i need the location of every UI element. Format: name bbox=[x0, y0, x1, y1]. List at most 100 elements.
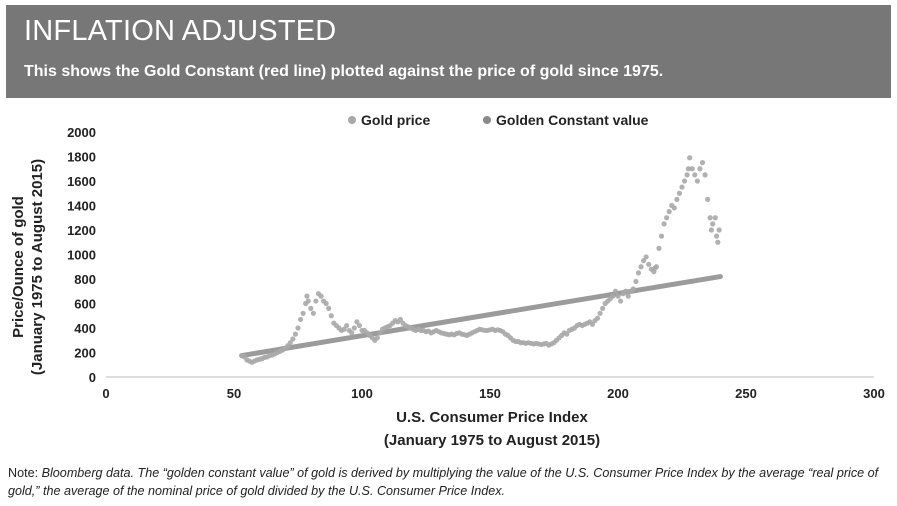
gold-price-point bbox=[687, 155, 693, 161]
gold-price-point bbox=[564, 331, 570, 337]
gold-price-point bbox=[712, 215, 718, 221]
gold-price-point bbox=[374, 335, 380, 341]
gold-price-point bbox=[666, 209, 672, 215]
gold-price-point bbox=[615, 293, 621, 299]
gold-price-point bbox=[679, 184, 685, 190]
x-tick-label: 300 bbox=[863, 386, 885, 401]
footnote-body: Bloomberg data. The “golden constant val… bbox=[8, 466, 879, 498]
gold-price-point bbox=[661, 221, 667, 227]
y-axis-title: Price/Ounce of gold bbox=[10, 196, 27, 338]
gold-price-point bbox=[658, 233, 665, 239]
gold-price-point bbox=[641, 258, 647, 264]
gold-price-point bbox=[685, 166, 692, 172]
gold-price-point bbox=[699, 160, 706, 166]
footnote: Note: Bloomberg data. The “golden consta… bbox=[8, 464, 890, 500]
gold-price-point bbox=[671, 205, 677, 211]
gold-price-point bbox=[635, 270, 642, 276]
gold-price-point bbox=[323, 300, 329, 307]
legend-label-gold-price: Gold price bbox=[361, 112, 430, 128]
x-axis-ticks: 0 50 100 150 200 250 300 bbox=[102, 386, 884, 401]
chart-subtitle: This shows the Gold Constant (red line) … bbox=[24, 63, 664, 80]
legend-swatch-gold-price bbox=[348, 116, 356, 124]
gold-price-point bbox=[643, 254, 649, 260]
gold-price-point bbox=[356, 322, 363, 329]
gold-price-point bbox=[304, 293, 310, 299]
gold-price-point bbox=[716, 227, 722, 233]
y-tick-label: 400 bbox=[74, 321, 96, 336]
gold-price-point bbox=[623, 288, 629, 294]
gold-price-point bbox=[708, 227, 715, 233]
gold-price-point bbox=[676, 190, 683, 196]
y-tick-label: 0 bbox=[89, 370, 96, 385]
y-axis-ticks: 0 200 400 600 800 1000 1200 1400 1600 1800 2000 bbox=[67, 125, 96, 385]
gold-price-point bbox=[354, 319, 360, 325]
x-tick-label: 100 bbox=[351, 386, 373, 401]
y-tick-label: 200 bbox=[74, 346, 96, 361]
gold-price-point bbox=[600, 305, 606, 311]
y-tick-label: 800 bbox=[74, 272, 96, 287]
x-tick-label: 250 bbox=[735, 386, 757, 401]
gold-price-point bbox=[653, 264, 660, 270]
gold-price-point bbox=[594, 315, 601, 321]
gold-price-point bbox=[715, 239, 721, 245]
gold-price-point bbox=[349, 330, 355, 336]
gold-price-point bbox=[638, 264, 644, 270]
footnote-label: Note: bbox=[8, 466, 39, 480]
gold-price-point bbox=[617, 298, 624, 304]
gold-price-point bbox=[625, 293, 631, 299]
x-tick-label: 200 bbox=[607, 386, 629, 401]
chart-title: INFLATION ADJUSTED bbox=[24, 15, 337, 47]
gold-price-point bbox=[326, 305, 332, 311]
gold-price-point bbox=[674, 196, 680, 202]
chart-header: INFLATION ADJUSTED This shows the Gold C… bbox=[6, 5, 891, 98]
gold-price-point bbox=[305, 298, 311, 304]
gold-price-point bbox=[633, 278, 639, 285]
gold-price-point bbox=[692, 172, 698, 178]
plot-area bbox=[239, 155, 723, 365]
gold-price-point bbox=[290, 336, 296, 342]
x-axis-title: U.S. Consumer Price Index bbox=[396, 409, 588, 426]
gold-price-point bbox=[710, 221, 716, 227]
gold-price-point bbox=[705, 196, 711, 202]
legend-swatch-golden-constant bbox=[483, 116, 491, 124]
gold-price-point bbox=[297, 316, 304, 323]
gold-price-point bbox=[694, 178, 700, 184]
legend: Gold price Golden Constant value bbox=[348, 112, 649, 128]
gold-price-point bbox=[664, 215, 670, 221]
gold-price-point bbox=[681, 178, 688, 184]
gold-price-point bbox=[684, 172, 690, 178]
x-tick-label: 50 bbox=[227, 386, 241, 401]
gold-price-point bbox=[344, 322, 350, 329]
y-tick-label: 1200 bbox=[67, 223, 96, 238]
gold-price-point bbox=[397, 316, 403, 323]
gold-price-point bbox=[612, 288, 619, 294]
gold-price-point bbox=[377, 330, 383, 336]
gold-price-point bbox=[707, 215, 713, 221]
gold-price-point bbox=[589, 321, 596, 327]
gold-price-point bbox=[318, 293, 324, 299]
gold-price-point bbox=[351, 325, 357, 331]
y-tick-label: 1800 bbox=[67, 150, 96, 165]
gold-price-point bbox=[630, 286, 636, 292]
gold-price-point bbox=[300, 310, 306, 316]
x-tick-label: 0 bbox=[102, 386, 109, 401]
gold-price-point bbox=[328, 313, 334, 319]
y-tick-label: 1600 bbox=[67, 174, 96, 189]
y-tick-label: 1000 bbox=[67, 248, 96, 263]
legend-label-golden-constant: Golden Constant value bbox=[496, 112, 649, 128]
y-tick-label: 2000 bbox=[67, 125, 96, 140]
y-axis-subtitle: (January 1975 to August 2015) bbox=[29, 159, 46, 375]
y-tick-label: 600 bbox=[74, 297, 96, 312]
x-tick-label: 150 bbox=[479, 386, 501, 401]
gold-price-point bbox=[689, 166, 695, 172]
gold-price-point bbox=[656, 245, 662, 251]
gold-price-point bbox=[713, 233, 720, 239]
gold-price-point bbox=[308, 305, 314, 311]
gold-price-point bbox=[310, 310, 316, 316]
gold-price-point bbox=[697, 166, 703, 172]
gold-price-point bbox=[702, 172, 708, 178]
x-axis-subtitle: (January 1975 to August 2015) bbox=[384, 432, 600, 449]
gold-price-point bbox=[313, 298, 319, 304]
y-tick-label: 1400 bbox=[67, 199, 96, 214]
gold-price-point bbox=[292, 331, 299, 337]
